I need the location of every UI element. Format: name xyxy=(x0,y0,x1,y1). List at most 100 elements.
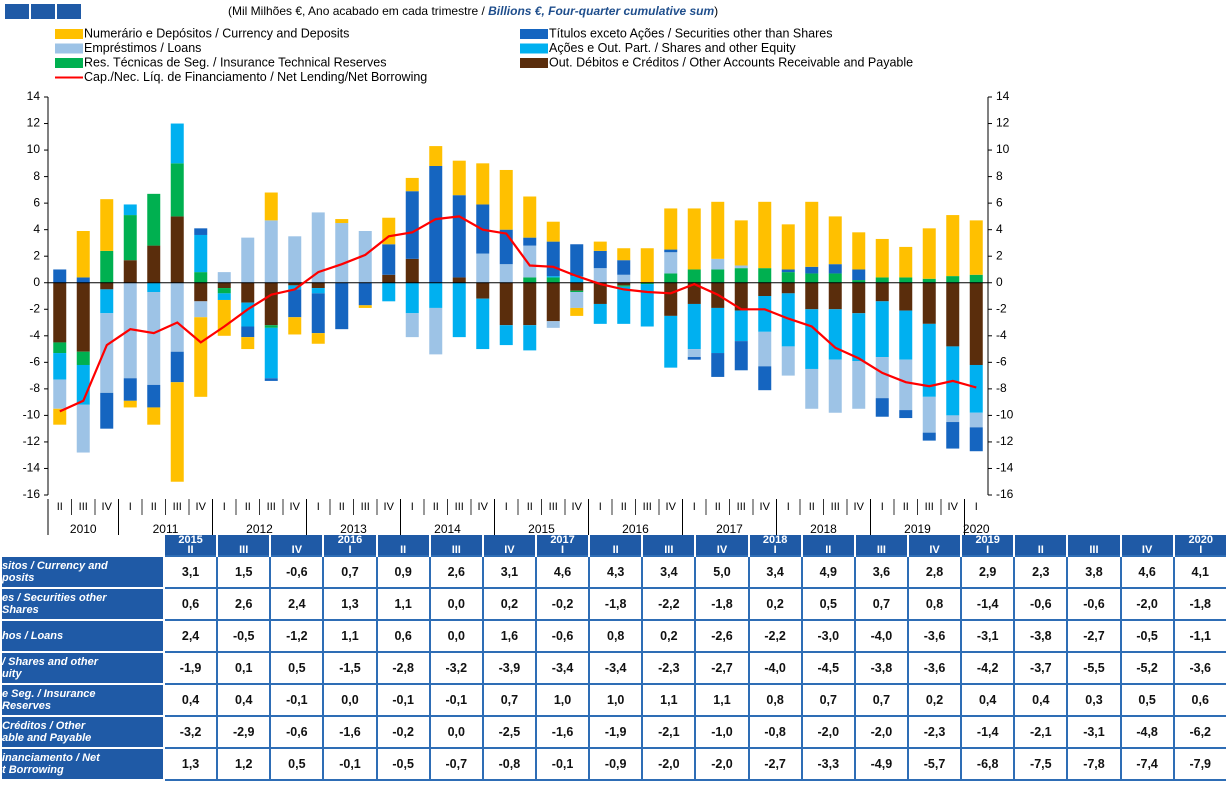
cell-value: -1,9 xyxy=(162,651,219,685)
year-cell xyxy=(1119,535,1174,545)
cell-value: -5,7 xyxy=(906,747,963,781)
header-box xyxy=(31,4,55,19)
row-label: hos / Loans xyxy=(0,619,165,653)
bar-segment xyxy=(711,258,725,270)
subtitle-end: ) xyxy=(714,4,718,18)
cell-value: -1,9 xyxy=(588,715,644,749)
row-label-line: sitos / Currency and xyxy=(2,560,108,572)
bar-segment xyxy=(570,290,584,293)
x-tick-label: II xyxy=(339,501,345,513)
y2-tick-label: -10 xyxy=(996,408,1014,422)
bar-segment xyxy=(781,346,795,376)
cell-value: 4,1 xyxy=(1172,555,1226,589)
cell-value: 1,5 xyxy=(216,555,272,589)
x-tick-label: IV xyxy=(666,501,677,513)
x-tick-label: II xyxy=(527,501,533,513)
bar-segment xyxy=(593,303,607,324)
cell-value: 2,4 xyxy=(162,619,219,653)
year-cell xyxy=(906,535,962,545)
cell-value: -0,6 xyxy=(1066,587,1122,621)
bar-segment xyxy=(828,273,842,283)
cell-value: -4,9 xyxy=(853,747,909,781)
bar-segment xyxy=(734,341,748,371)
bar-segment xyxy=(405,313,419,338)
bar-segment xyxy=(922,278,936,283)
bar-segment xyxy=(429,307,443,355)
quarter-cell: I xyxy=(747,545,802,556)
bar-segment xyxy=(687,349,701,358)
bar-segment xyxy=(711,353,725,377)
bar-segment xyxy=(546,321,560,328)
row-label-line: able and Payable xyxy=(2,732,92,744)
y2-tick-label: 14 xyxy=(996,89,1010,103)
bar-segment xyxy=(476,282,490,299)
y-tick-label: -6 xyxy=(29,355,40,369)
cell-value: -2,6 xyxy=(694,619,750,653)
row-label-line: hos / Loans xyxy=(2,630,64,642)
y-tick-label: 2 xyxy=(33,248,40,262)
bar-segment xyxy=(828,309,842,360)
bar-segment xyxy=(969,364,983,413)
y2-tick-label: -12 xyxy=(996,434,1014,448)
bar-segment xyxy=(217,299,231,336)
bar-segment xyxy=(570,276,584,283)
bar-segment xyxy=(593,241,607,251)
y-tick-label: -2 xyxy=(29,301,40,315)
cell-value: 0,6 xyxy=(162,587,219,621)
bar-segment xyxy=(687,282,701,304)
line-series xyxy=(59,215,977,413)
y-tick-label: -16 xyxy=(23,487,41,501)
bar-segment xyxy=(170,163,184,217)
cell-value: 0,0 xyxy=(428,715,484,749)
cell-value: 1,1 xyxy=(322,619,378,653)
bar-segment xyxy=(76,282,90,352)
y-tick-label: 14 xyxy=(27,89,41,103)
year-label: 2020 xyxy=(963,522,990,535)
table-row: hos / Loans 2,4 -0,5 -1,2 1,1 0,6 0,0 1,6 -0,6 0,… xyxy=(0,619,1226,653)
bar-segment xyxy=(969,282,983,365)
row-label: sitos / Currency and posits xyxy=(0,555,165,589)
year-cell xyxy=(1066,535,1121,545)
bar-segment xyxy=(405,258,419,283)
cell-value: 3,8 xyxy=(1066,555,1122,589)
corner xyxy=(1,535,164,545)
cell-value: 0,6 xyxy=(1172,683,1226,717)
legend-label: Ações e Out. Part. / Shares and other Eq… xyxy=(549,41,796,55)
cell-value: 0,6 xyxy=(375,619,431,653)
quarter-cell: IV xyxy=(1119,545,1174,556)
cell-value: -3,9 xyxy=(481,651,537,685)
cell-value: -3,8 xyxy=(1013,619,1069,653)
x-tick-label: III xyxy=(173,501,182,513)
cell-value: -5,5 xyxy=(1066,651,1122,685)
cell-value: 1,1 xyxy=(641,683,697,717)
bar-segment xyxy=(781,293,795,347)
bar-segment xyxy=(664,252,678,274)
cell-value: 3,1 xyxy=(481,555,537,589)
year-label: 2013 xyxy=(340,522,367,535)
cell-value: -0,8 xyxy=(747,715,803,749)
cell-value: 4,3 xyxy=(588,555,644,589)
row-label-line: es / Securities other xyxy=(2,592,107,604)
cell-value: -2,3 xyxy=(641,651,697,685)
bar-segment xyxy=(546,241,560,277)
cell-value: 0,7 xyxy=(322,555,378,589)
x-tick-label: IV xyxy=(854,501,865,513)
cell-value: -5,2 xyxy=(1119,651,1175,685)
cell-value: -2,2 xyxy=(641,587,697,621)
cell-value: -3,4 xyxy=(534,651,591,685)
cell-value: 1,0 xyxy=(534,683,591,717)
quarter-cell: III xyxy=(853,545,908,556)
year-cell: 2016 xyxy=(322,535,377,545)
cell-value: -0,5 xyxy=(375,747,431,781)
bar-segment xyxy=(664,282,678,316)
bar-segment xyxy=(288,285,302,290)
cell-value: -3,0 xyxy=(800,619,856,653)
bar-segment xyxy=(758,268,772,283)
bar-segment xyxy=(781,269,795,273)
cell-value: -3,2 xyxy=(428,651,484,685)
cell-value: 2,8 xyxy=(906,555,963,589)
bar-segment xyxy=(147,245,161,283)
bar-segment xyxy=(499,325,513,346)
bar-segment xyxy=(899,359,913,411)
bar-segment xyxy=(758,296,772,332)
